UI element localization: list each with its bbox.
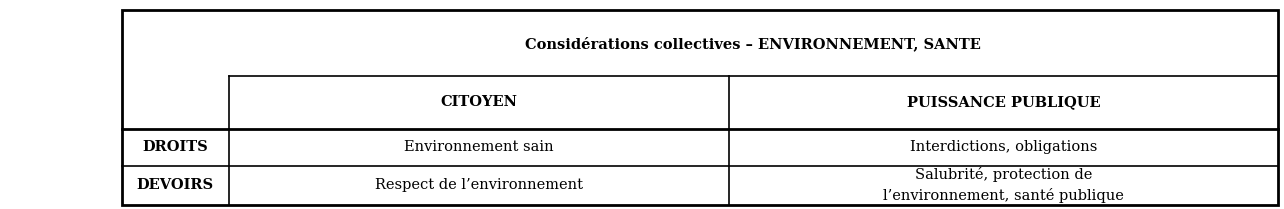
Text: DEVOIRS: DEVOIRS xyxy=(136,178,214,192)
Text: Environnement sain: Environnement sain xyxy=(404,140,553,154)
Text: Interdictions, obligations: Interdictions, obligations xyxy=(910,140,1097,154)
Text: Salubrité, protection de
l’environnement, santé publique: Salubrité, protection de l’environnement… xyxy=(883,167,1124,203)
Text: DROITS: DROITS xyxy=(143,140,208,154)
Text: Respect de l’environnement: Respect de l’environnement xyxy=(375,178,583,192)
Text: PUISSANCE PUBLIQUE: PUISSANCE PUBLIQUE xyxy=(907,96,1100,109)
Text: Considérations collectives – ENVIRONNEMENT, SANTE: Considérations collectives – ENVIRONNEME… xyxy=(525,36,981,51)
Text: CITOYEN: CITOYEN xyxy=(440,96,517,109)
